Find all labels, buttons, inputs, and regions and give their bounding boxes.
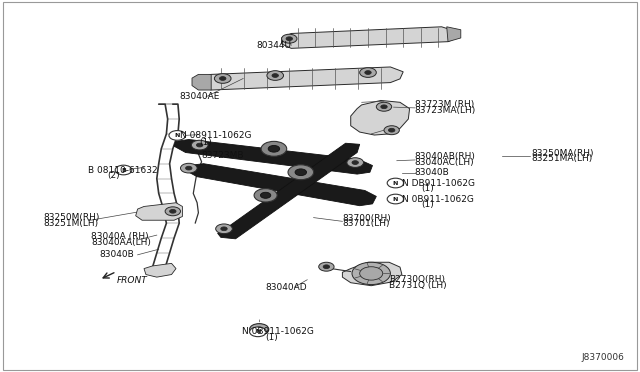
Circle shape	[387, 194, 404, 204]
Circle shape	[186, 166, 192, 170]
Circle shape	[180, 163, 197, 173]
Text: FRONT: FRONT	[117, 276, 148, 285]
Polygon shape	[200, 67, 403, 90]
Text: J8370006: J8370006	[581, 353, 624, 362]
Text: B2731Q (LH): B2731Q (LH)	[389, 281, 447, 290]
Text: B2730Q(RH): B2730Q(RH)	[389, 275, 445, 284]
Circle shape	[216, 224, 232, 234]
Text: 83723M (RH): 83723M (RH)	[415, 100, 474, 109]
Text: N: N	[393, 196, 398, 202]
Text: 83700(RH): 83700(RH)	[342, 214, 391, 223]
Circle shape	[319, 262, 334, 271]
Text: N DB911-1062G: N DB911-1062G	[402, 179, 475, 187]
Text: B: B	[121, 167, 126, 173]
Circle shape	[286, 37, 292, 41]
Text: N 0B911-1062G: N 0B911-1062G	[242, 327, 314, 336]
Circle shape	[365, 71, 371, 74]
Text: 83040AE: 83040AE	[179, 92, 220, 101]
Circle shape	[323, 265, 330, 269]
Polygon shape	[144, 263, 176, 277]
Circle shape	[352, 262, 390, 285]
Text: N 08911-1062G: N 08911-1062G	[180, 131, 252, 140]
Text: 83040A (RH): 83040A (RH)	[91, 232, 148, 241]
Circle shape	[282, 34, 297, 43]
Circle shape	[260, 192, 271, 198]
Text: N: N	[175, 133, 180, 138]
Circle shape	[295, 169, 307, 176]
Text: N: N	[255, 329, 260, 334]
Circle shape	[387, 178, 404, 188]
Circle shape	[360, 68, 376, 77]
Circle shape	[267, 71, 284, 80]
Text: 80344U: 80344U	[256, 41, 291, 50]
Circle shape	[165, 207, 180, 216]
Circle shape	[115, 165, 132, 175]
Polygon shape	[192, 74, 211, 90]
Text: N: N	[393, 180, 398, 186]
Circle shape	[255, 327, 263, 331]
Text: (1): (1)	[266, 333, 278, 342]
Circle shape	[221, 227, 227, 231]
Text: (1): (1)	[200, 138, 212, 147]
Circle shape	[268, 145, 280, 152]
Circle shape	[250, 324, 269, 335]
Circle shape	[352, 161, 358, 164]
Polygon shape	[218, 143, 360, 239]
Text: N 0B911-1062G: N 0B911-1062G	[402, 195, 474, 203]
Circle shape	[191, 140, 208, 150]
Polygon shape	[174, 140, 372, 174]
Text: 83723MA(LH): 83723MA(LH)	[415, 106, 476, 115]
Circle shape	[250, 327, 266, 337]
Text: 83250MA(RH): 83250MA(RH)	[531, 149, 594, 158]
Polygon shape	[342, 262, 402, 286]
Circle shape	[288, 165, 314, 180]
Circle shape	[360, 267, 383, 280]
Circle shape	[220, 77, 226, 80]
Text: (1): (1)	[421, 185, 434, 193]
Circle shape	[376, 102, 392, 111]
Circle shape	[254, 189, 277, 202]
Circle shape	[384, 126, 399, 135]
Circle shape	[170, 209, 176, 213]
Circle shape	[272, 74, 278, 77]
Circle shape	[347, 158, 364, 167]
Text: 83040AB(RH): 83040AB(RH)	[415, 153, 476, 161]
Circle shape	[388, 128, 395, 132]
Polygon shape	[447, 27, 461, 42]
Text: 83040B: 83040B	[415, 169, 449, 177]
Text: 83040AD: 83040AD	[266, 283, 307, 292]
Text: 83040B: 83040B	[99, 250, 134, 259]
Circle shape	[261, 141, 287, 156]
Text: 83250M(RH): 83250M(RH)	[44, 213, 100, 222]
Text: 83701(LH): 83701(LH)	[342, 219, 390, 228]
Polygon shape	[351, 100, 410, 135]
Text: 83723MB: 83723MB	[202, 151, 244, 160]
Text: 83040AC(LH): 83040AC(LH)	[415, 158, 474, 167]
Polygon shape	[187, 164, 376, 206]
Circle shape	[381, 105, 387, 109]
Polygon shape	[282, 27, 458, 48]
Circle shape	[196, 143, 203, 147]
Text: B 08110-61632: B 08110-61632	[88, 166, 158, 174]
Text: 83251M(LH): 83251M(LH)	[44, 219, 99, 228]
Circle shape	[169, 131, 186, 140]
Polygon shape	[136, 203, 182, 220]
Text: (1): (1)	[421, 201, 434, 209]
Text: 83040AA(LH): 83040AA(LH)	[91, 238, 151, 247]
Circle shape	[214, 74, 231, 83]
Text: (2): (2)	[108, 171, 120, 180]
Text: 83251MA(LH): 83251MA(LH)	[531, 154, 593, 163]
